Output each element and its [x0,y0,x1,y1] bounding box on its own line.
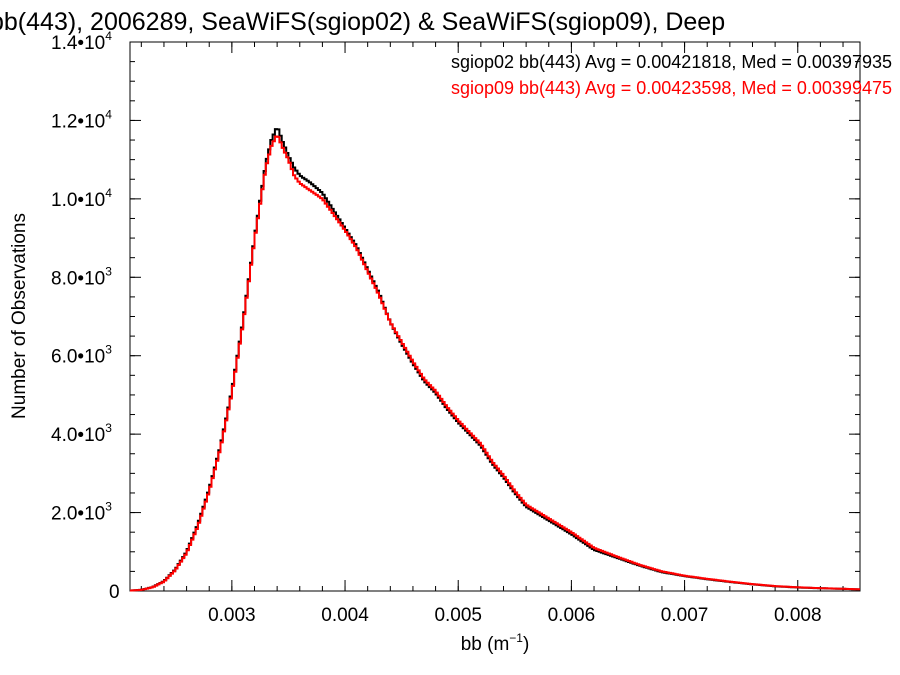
y-tick-exponent: 4 [105,186,112,200]
y-tick-label: 2.0•103 [51,500,112,525]
y-tick-mantissa: 6.0•10 [51,347,105,368]
chart-title: bb(443), 2006289, SeaWiFS(sgiop02) & Sea… [0,8,725,36]
x-axis-label: bb (m−1) [461,631,530,655]
y-tick-label: 1.4•104 [51,29,112,54]
x-tick-label: 0.005 [434,605,482,626]
y-tick-mantissa: 1.4•10 [51,33,105,54]
y-tick-exponent: 3 [105,343,112,357]
plot-area: 0.003 0.004 0.005 0.006 0.007 0.00802.0•1034.… [51,29,861,626]
y-tick-label: 6.0•103 [51,343,112,368]
x-tick-label: 0.008 [774,605,822,626]
y-tick-mantissa: 2.0•10 [51,504,105,525]
series-line-sgiop09 [130,135,860,592]
x-axis-label-end: ) [523,634,529,655]
y-tick-exponent: 4 [105,29,112,43]
x-tick-label: 0.007 [661,605,709,626]
y-tick-exponent: 3 [105,421,112,435]
y-tick-exponent: 3 [105,500,112,514]
legend: sgiop02 bb(443) Avg = 0.00421818, Med = … [451,52,892,98]
y-tick-exponent: 3 [105,264,112,278]
legend-entry-sgiop09: sgiop09 bb(443) Avg = 0.00423598, Med = … [451,78,892,98]
plot-frame [129,41,861,592]
y-tick-label: 0 [109,582,120,603]
y-tick-label: 1.0•104 [51,186,112,211]
x-axis-label-base: bb (m [461,634,510,655]
y-tick-label: 4.0•103 [51,421,112,446]
x-tick-label: 0.006 [548,605,596,626]
y-tick-exponent: 4 [105,107,112,121]
x-tick-label: 0.003 [208,605,256,626]
y-axis-label: Number of Observations [9,213,30,419]
y-tick-mantissa: 8.0•10 [51,268,105,289]
x-tick-label: 0.004 [321,605,369,626]
y-tick-label: 8.0•103 [51,264,112,289]
x-axis-label-superscript: −1 [509,631,523,645]
y-tick-mantissa: 1.0•10 [51,190,105,211]
series-line-sgiop02 [130,128,860,592]
y-tick-label: 1.2•104 [51,107,112,132]
legend-entry-sgiop02: sgiop02 bb(443) Avg = 0.00421818, Med = … [451,52,892,72]
y-tick-mantissa: 4.0•10 [51,425,105,446]
y-tick-mantissa: 1.2•10 [51,111,105,132]
